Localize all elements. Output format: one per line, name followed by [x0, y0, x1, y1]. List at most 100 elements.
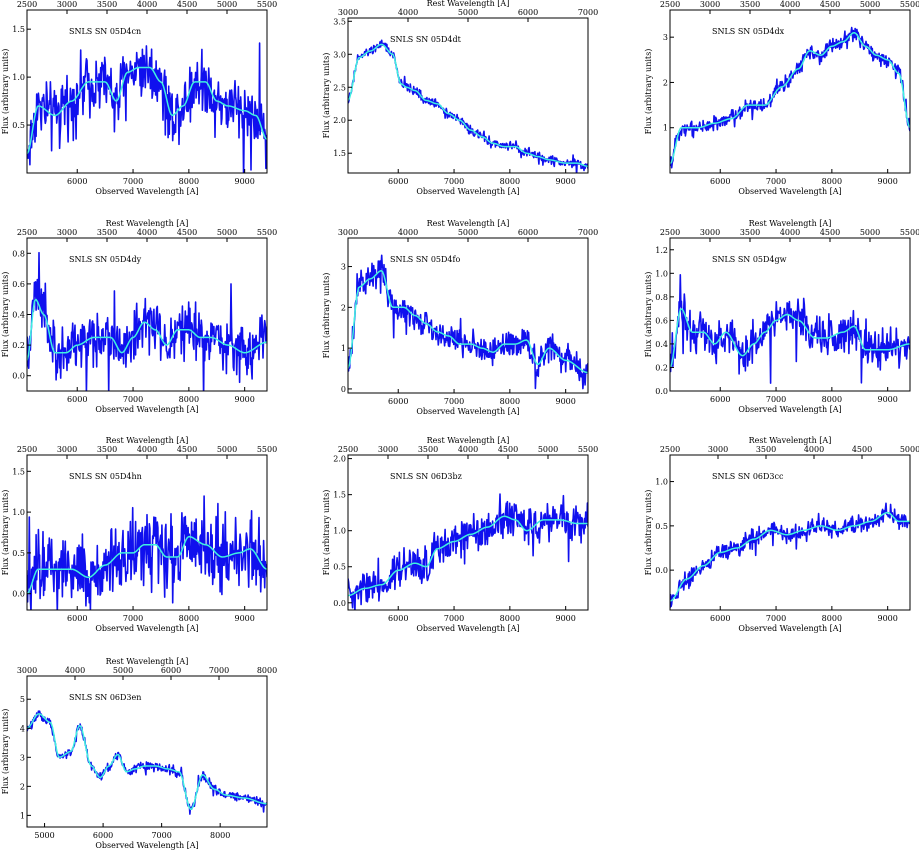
- y-tick-label: 3: [663, 33, 668, 42]
- x-tick-label: 7000: [766, 395, 786, 404]
- top-x-tick-label: 5000: [458, 228, 478, 237]
- y-tick-label: 1.0: [333, 527, 346, 536]
- smoothed-spectrum-line: [670, 31, 910, 165]
- y-tick-label: 0.2: [655, 363, 668, 372]
- top-x-tick-label: 5500: [257, 445, 277, 454]
- top-x-tick-label: 8000: [257, 666, 277, 675]
- x-tick-label: 7000: [444, 614, 464, 623]
- x-tick-label: 6000: [710, 177, 730, 186]
- panel-title: SNLS SN 05D4cn: [69, 27, 141, 36]
- top-x-tick-label: 5500: [257, 228, 277, 237]
- x-tick-label: 7000: [766, 177, 786, 186]
- plot-frame: [26, 675, 268, 828]
- y-tick-label: 1.0: [655, 269, 668, 278]
- spectrum-line: [348, 39, 588, 173]
- top-x-tick-label: 3000: [378, 445, 398, 454]
- top-x-tick-label: 3000: [700, 228, 720, 237]
- x-axis-label: Observed Wavelength [A]: [738, 187, 841, 196]
- top-x-tick-label: 7000: [578, 8, 598, 17]
- panel-title: SNLS SN 05D4dy: [69, 255, 142, 264]
- x-tick-label: 9000: [877, 395, 897, 404]
- y-tick-label: 1.0: [655, 478, 668, 487]
- top-x-tick-label: 3000: [338, 8, 358, 17]
- smoothed-spectrum-line: [348, 515, 588, 597]
- x-axis-label: Observed Wavelength [A]: [95, 405, 198, 414]
- top-x-axis-label: Rest Wavelength [A]: [749, 219, 832, 228]
- top-x-tick-label: 3500: [740, 228, 760, 237]
- top-x-tick-label: 5500: [900, 0, 919, 9]
- y-tick-label: 0.4: [655, 340, 668, 349]
- top-x-tick-label: 4000: [804, 445, 824, 454]
- top-x-tick-label: 2500: [660, 445, 680, 454]
- top-x-tick-label: 4500: [498, 445, 518, 454]
- smoothed-spectrum-line: [670, 511, 910, 602]
- x-tick-label: 9000: [555, 397, 575, 406]
- x-tick-label: 6000: [388, 614, 408, 623]
- y-tick-label: 1: [341, 344, 346, 353]
- spectrum-panel: 6000 7000 8000 9000 2500 3000 3500 4000 4500 5000…: [322, 436, 598, 633]
- top-x-tick-label: 5000: [860, 0, 880, 9]
- x-tick-label: 6000: [93, 831, 113, 840]
- y-axis-label: Flux (arbitrary units): [1, 272, 10, 358]
- x-tick-label: 6000: [710, 614, 730, 623]
- top-x-tick-label: 3500: [740, 0, 760, 9]
- top-x-tick-label: 3500: [97, 0, 117, 9]
- top-x-tick-label: 4000: [137, 0, 157, 9]
- spectrum-line: [27, 251, 267, 391]
- y-tick-label: 4: [20, 724, 25, 733]
- y-tick-label: 0.5: [12, 121, 25, 130]
- x-tick-label: 8000: [179, 614, 199, 623]
- spectrum-line: [670, 502, 910, 609]
- x-tick-label: 8000: [500, 397, 520, 406]
- y-tick-label: 0.8: [655, 293, 668, 302]
- x-tick-label: 8000: [500, 177, 520, 186]
- x-tick-label: 6000: [710, 395, 730, 404]
- y-axis-label: Flux (arbitrary units): [1, 490, 10, 576]
- panel-title: SNLS SN 05D4fo: [390, 255, 460, 264]
- smoothed-spectrum-line: [27, 66, 267, 155]
- y-tick-label: 0.2: [12, 341, 25, 350]
- y-tick-label: 0.5: [333, 563, 346, 572]
- x-axis-label: Observed Wavelength [A]: [95, 624, 198, 633]
- top-x-tick-label: 4000: [780, 0, 800, 9]
- y-tick-label: 2: [663, 78, 668, 87]
- spectrum-panel: 6000 7000 8000 9000 3000 4000 5000 6000 7000 0 1 2 3…: [322, 219, 598, 416]
- top-x-tick-label: 4000: [398, 8, 418, 17]
- spectrum-line: [670, 26, 910, 169]
- y-tick-label: 2.0: [333, 455, 346, 464]
- spectrum-line: [27, 42, 267, 173]
- top-x-tick-label: 4500: [820, 0, 840, 9]
- x-tick-label: 8000: [822, 395, 842, 404]
- y-tick-label: 2: [20, 782, 25, 791]
- x-tick-label: 9000: [877, 177, 897, 186]
- y-tick-label: 2: [341, 303, 346, 312]
- top-x-tick-label: 6000: [518, 8, 538, 17]
- spectrum-line: [27, 710, 267, 815]
- y-axis-label: Flux (arbitrary units): [322, 490, 331, 576]
- spectrum-panel: 6000 7000 8000 9000 2500 3000 3500 4000 4500 5000…: [1, 436, 277, 633]
- y-tick-label: 3: [341, 263, 346, 272]
- top-x-tick-label: 6000: [161, 666, 181, 675]
- top-x-axis-label: Rest Wavelength [A]: [427, 0, 510, 8]
- x-axis-label: Observed Wavelength [A]: [738, 405, 841, 414]
- top-x-tick-label: 5000: [900, 445, 919, 454]
- top-x-tick-label: 2500: [338, 445, 358, 454]
- y-axis-label: Flux (arbitrary units): [644, 272, 653, 358]
- x-tick-label: 6000: [67, 177, 87, 186]
- y-tick-label: 0.4: [12, 311, 25, 320]
- top-x-tick-label: 4500: [820, 228, 840, 237]
- top-x-tick-label: 3000: [338, 228, 358, 237]
- top-x-tick-label: 4000: [780, 228, 800, 237]
- x-tick-label: 8000: [210, 831, 230, 840]
- x-tick-label: 8000: [500, 614, 520, 623]
- x-tick-label: 8000: [179, 177, 199, 186]
- y-tick-label: 0.0: [655, 566, 668, 575]
- x-tick-label: 9000: [555, 614, 575, 623]
- top-x-tick-label: 2500: [660, 228, 680, 237]
- top-x-tick-label: 4500: [177, 228, 197, 237]
- panel-title: SNLS SN 06D3cc: [712, 472, 784, 481]
- x-axis-label: Observed Wavelength [A]: [416, 407, 519, 416]
- top-x-tick-label: 4500: [177, 0, 197, 9]
- top-x-tick-label: 5000: [458, 8, 478, 17]
- x-tick-label: 7000: [123, 614, 143, 623]
